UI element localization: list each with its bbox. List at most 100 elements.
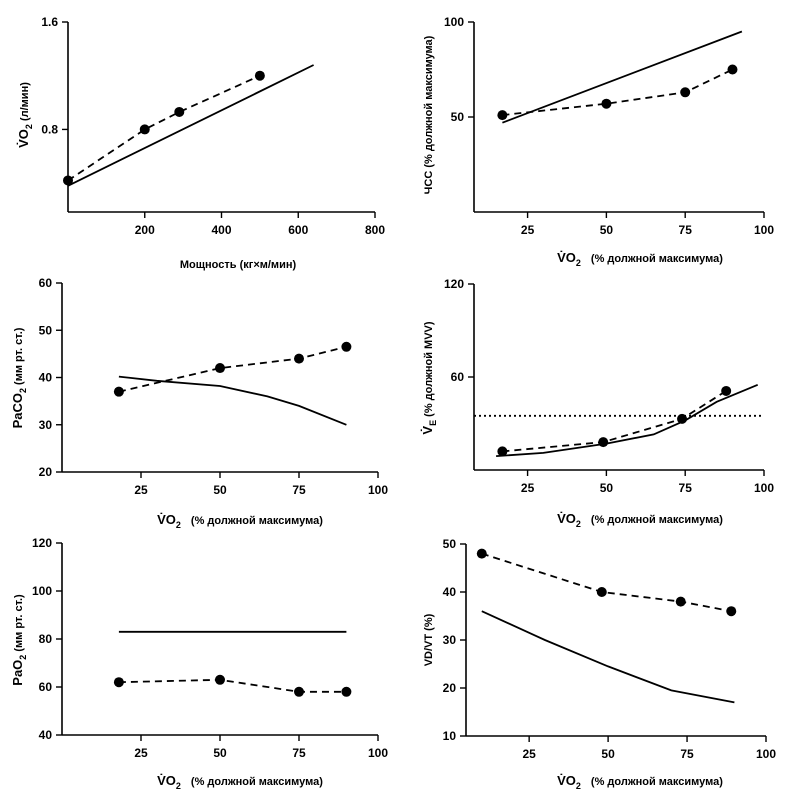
y-axis-label: V̇O2 (л/мин) [16,82,34,148]
data-point [294,353,304,364]
x-tick-label: 50 [601,747,615,761]
data-point [598,437,609,448]
solid-series-line [496,383,759,457]
x-tick-label: 100 [754,223,774,237]
data-point [254,70,265,81]
data-point [497,110,508,121]
x-tick-label: 75 [679,481,693,495]
x-tick-label: 75 [680,747,694,761]
dashed-series-line [502,68,733,116]
x-tick-label: 75 [292,746,306,760]
x-tick-label: 75 [292,483,306,497]
x-axis-label: V̇O2 (% должной максимума) [557,511,723,529]
x-axis-label: V̇O2 (% должной максимума) [557,250,723,268]
data-point [63,175,73,186]
y-tick-label: 1.6 [41,15,58,29]
dashed-series-line [502,390,727,453]
panel-5: 120 100 80 60 40 25 50 75 100 V̇O2 (% должной макс… [10,536,388,791]
x-tick-label: 100 [368,746,388,760]
x-label-main: V̇O [157,512,176,527]
solid-series-line [481,610,735,704]
x-tick-label: 25 [134,483,148,497]
y-tick-label: 80 [39,632,53,646]
y-axis-label: ЧСС (% должной максимума) [423,35,435,194]
y-tick-label: 50 [451,110,465,124]
x-axis-label: V̇O2 (% должной максимума) [157,512,323,530]
x-tick-label: 600 [288,223,308,237]
x-label-main: V̇O [557,511,576,526]
data-point [174,106,185,117]
x-tick-label: 100 [754,481,774,495]
solid-series-line [502,30,743,124]
y-tick-label: 30 [39,418,53,432]
y-tick-label: 100 [32,584,52,598]
x-label-rest: (% должной максимума) [191,515,323,527]
panel-6: 50 40 30 20 10 25 50 75 100 V̇O2 (% должной максим… [423,537,776,791]
x-tick-label: 25 [522,747,536,761]
y-axis-label: PaO2 (мм рт. ст.) [10,594,28,686]
y-label-main: V̇O [16,129,31,148]
y-label-main: PaO [10,660,25,686]
x-tick-label: 800 [365,223,385,237]
data-point [113,386,124,397]
y-tick-label: 60 [39,680,53,694]
dashed-series-line [118,345,347,393]
data-point [215,674,225,685]
x-label-main: V̇O [557,773,576,788]
data-point [476,548,487,559]
y-axis-label: VD/VT (%) [423,613,435,666]
x-tick-label: 50 [213,746,227,760]
y-tick-label: 20 [39,465,53,479]
x-label-rest: (% должной максимума) [591,776,723,788]
y-axis-label: V̇E (% должной MVV) [420,321,438,434]
x-tick-label: 25 [134,746,148,760]
y-label-main: V̇ [420,426,435,435]
x-label-rest: (% должной максимума) [591,253,723,265]
y-tick-label: 40 [39,728,53,742]
y-label-rest: (мм рт. ст.) [13,594,25,655]
dashed-series-line [67,74,261,182]
data-point [215,363,225,374]
y-tick-label: 30 [443,633,457,647]
x-axis-label: V̇O2 (% должной максимума) [157,773,323,791]
y-tick-label: 20 [443,681,457,695]
y-tick-label: 50 [39,323,53,337]
data-point [721,385,732,396]
data-point [727,64,738,75]
x-tick-label: 100 [756,747,776,761]
data-point [680,87,691,98]
x-tick-label: 50 [213,483,227,497]
x-tick-label: 400 [211,223,231,237]
data-point [294,686,304,697]
panel-1: 1.6 0.8 200 400 600 800 Мощность (кг×м/мин) V̇O… [16,15,385,271]
y-label-sub: 2 [18,388,28,393]
dashed-series-line [481,552,732,613]
solid-series-line [118,375,347,426]
data-point [113,677,124,688]
y-label-main: PaCO [10,393,25,428]
panel-2: 100 50 25 50 75 100 V̇O2 (% должной максимума) Ч… [423,15,774,268]
x-tick-label: 100 [368,483,388,497]
x-tick-label: 75 [679,223,693,237]
y-label-sub: 2 [18,655,28,660]
data-point [726,606,737,617]
x-axis-label: Мощность (кг×м/мин) [180,259,297,271]
y-tick-label: 50 [443,537,457,551]
data-point [675,596,686,607]
y-tick-label: 120 [32,536,52,550]
x-tick-label: 25 [521,481,535,495]
y-tick-label: 60 [451,370,465,384]
data-point [341,686,352,697]
y-tick-label: 10 [443,729,457,743]
y-axis-label: PaCO2 (мм рт. ст.) [10,327,28,428]
y-tick-label: 120 [444,277,464,291]
x-label-sub: 2 [576,258,581,268]
data-point [497,446,508,457]
x-label-sub: 2 [176,520,181,530]
y-tick-label: 60 [39,276,53,290]
x-tick-label: 200 [135,223,155,237]
y-tick-label: 0.8 [41,122,58,136]
x-tick-label: 50 [600,223,614,237]
